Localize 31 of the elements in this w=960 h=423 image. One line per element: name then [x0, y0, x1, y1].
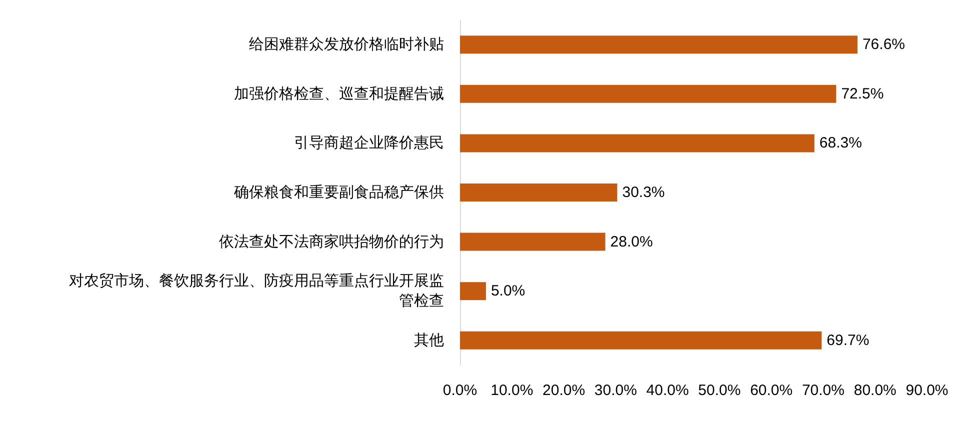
data-label: 30.3%: [622, 184, 665, 201]
x-tick-label: 20.0%: [542, 382, 586, 399]
x-tick-label: 0.0%: [442, 382, 478, 399]
data-label: 5.0%: [490, 282, 526, 300]
y-tick-label: 加强价格检查、巡查和提醒告诫: [234, 85, 444, 102]
x-tick-label: 60.0%: [750, 382, 793, 399]
data-label: 69.7%: [826, 332, 870, 349]
x-tick-label: 30.0%: [594, 382, 637, 399]
x-tick-label: 70.0%: [802, 382, 844, 399]
bar: [460, 36, 858, 54]
bar: [460, 331, 822, 350]
x-tick-label: 50.0%: [698, 382, 741, 399]
x-tick-label: 90.0%: [906, 382, 948, 399]
y-tick-label: 其他: [414, 332, 444, 349]
bar: [460, 134, 814, 152]
data-label: 28.0%: [610, 233, 653, 250]
bar: [460, 232, 606, 251]
y-tick-label: 给困难群众发放价格临时补贴: [249, 36, 444, 54]
y-tick-label: 引导商超企业降价惠民: [294, 134, 444, 152]
x-tick-label: 80.0%: [854, 382, 896, 399]
data-label: 68.3%: [819, 134, 862, 152]
data-label: 72.5%: [841, 85, 884, 102]
bar: [460, 184, 618, 202]
bar: [460, 282, 486, 300]
bar: [460, 84, 836, 103]
y-tick-label: 对农贸市场、餐饮服务行业、防疫用品等重点行业开展监管检查: [69, 272, 444, 310]
y-tick-label: 确保粮食和重要副食品稳产保供: [233, 184, 444, 201]
x-tick-label: 10.0%: [490, 382, 534, 399]
data-label: 76.6%: [862, 36, 906, 54]
y-tick-label: 依法查处不法商家哄抬物价的行为: [219, 233, 444, 250]
x-tick-label: 40.0%: [646, 382, 689, 399]
